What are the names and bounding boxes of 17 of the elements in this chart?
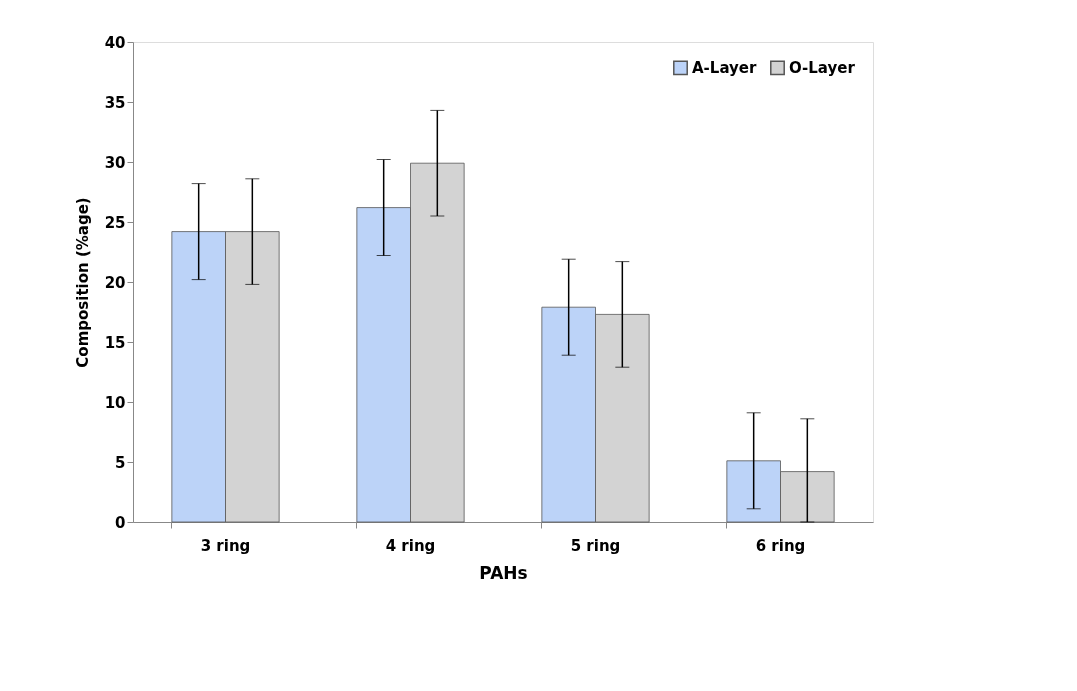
x-tick-label: 3 ring: [200, 536, 251, 555]
y-tick-label: 25: [104, 213, 126, 232]
x-tick-label: 5 ring: [570, 536, 621, 555]
y-tick-label: 15: [104, 333, 126, 352]
x-tick-label: 4 ring: [385, 536, 436, 555]
y-tick-label: 35: [104, 93, 126, 112]
y-tick-label: 10: [104, 393, 126, 412]
y-tick-label: 30: [104, 153, 126, 172]
legend-label: A-Layer: [692, 58, 757, 77]
y-tick-label: 20: [104, 273, 126, 292]
x-tick-label: 6 ring: [755, 536, 806, 555]
y-axis-title: Composition (%age): [73, 197, 92, 368]
legend-label: O-Layer: [789, 58, 856, 77]
y-tick-label: 0: [115, 513, 126, 532]
y-tick-label: 40: [104, 33, 126, 52]
y-tick-label: 5: [115, 453, 126, 472]
x-axis-title: PAHs: [479, 562, 528, 583]
